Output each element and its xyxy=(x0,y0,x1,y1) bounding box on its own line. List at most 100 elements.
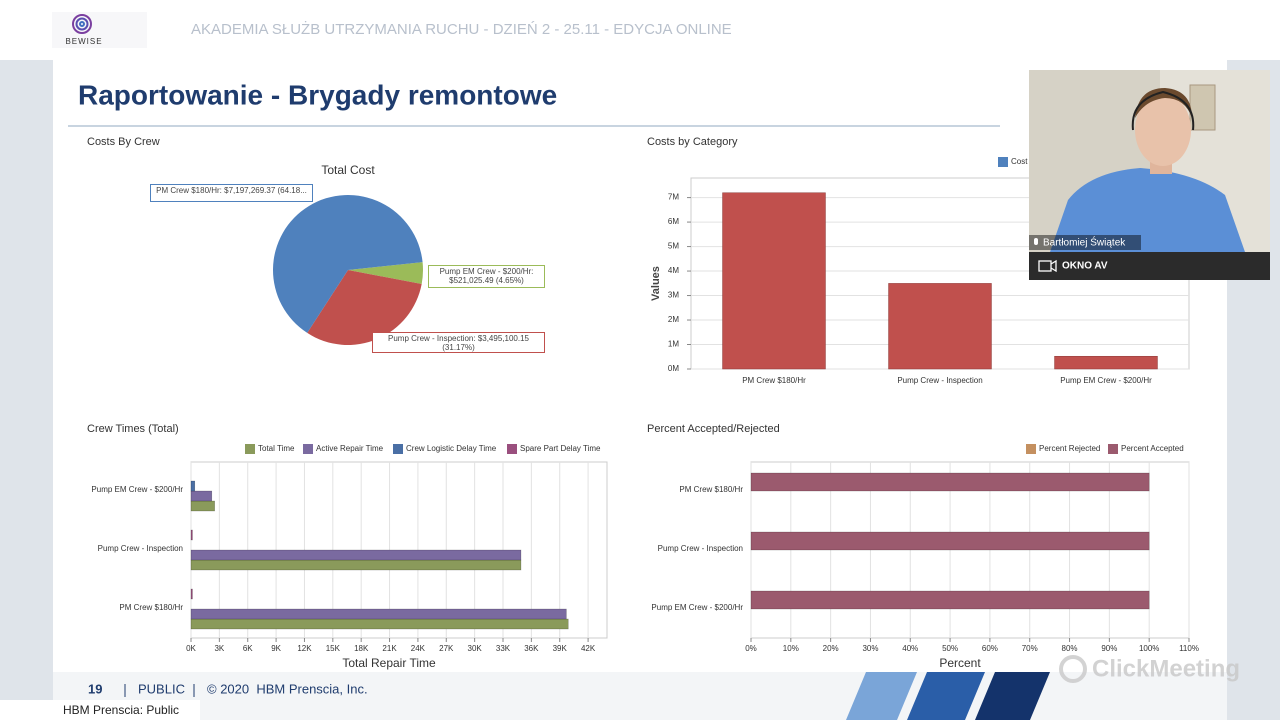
x-tick-label: 100% xyxy=(1139,644,1159,653)
camera-icon[interactable] xyxy=(1038,259,1057,273)
y-tick-label: PM Crew $180/Hr xyxy=(119,603,183,612)
x-tick-label: 30% xyxy=(862,644,878,653)
logo-text: BEWISE xyxy=(65,37,102,46)
bar xyxy=(190,500,215,512)
x-tick-label: 33K xyxy=(496,644,511,653)
name-bg xyxy=(1029,235,1141,250)
x-tick-label: 6K xyxy=(243,644,253,653)
stripe xyxy=(907,672,985,720)
x-tick-label: 15K xyxy=(326,644,341,653)
bar xyxy=(750,590,1150,610)
x-tick-label: 24K xyxy=(411,644,426,653)
slide-title: Raportowanie - Brygady remontowe xyxy=(78,79,557,110)
y-tick-label: 0M xyxy=(668,364,679,373)
bar xyxy=(190,588,193,600)
x-axis-label: Total Repair Time xyxy=(342,656,436,670)
x-tick-label: 80% xyxy=(1062,644,1078,653)
bar xyxy=(750,531,1150,551)
x-tick-label: 36K xyxy=(524,644,539,653)
y-tick-label: Pump Crew - Inspection xyxy=(658,544,743,553)
logo-bg xyxy=(52,12,147,48)
legend-swatch xyxy=(303,444,313,454)
legend-label: Total Time xyxy=(258,444,295,453)
legend-swatch xyxy=(1026,444,1036,454)
bar xyxy=(1054,355,1158,370)
y-tick-label: 6M xyxy=(668,217,679,226)
watermark: ClickMeeting xyxy=(1092,655,1240,682)
bar xyxy=(190,608,567,620)
stripe xyxy=(846,672,917,720)
page-number: 19 xyxy=(88,681,102,696)
headset xyxy=(1131,90,1195,131)
x-tick-label: 21K xyxy=(382,644,397,653)
x-tick-label: 90% xyxy=(1101,644,1117,653)
person-hair xyxy=(1135,88,1192,118)
x-tick-label: 70% xyxy=(1022,644,1038,653)
callout-box: PM Crew $180/Hr: $7,197,269.37 (64.18... xyxy=(150,184,313,202)
x-tick-label: 50% xyxy=(942,644,958,653)
classification: PUBLIC xyxy=(138,681,185,696)
x-tick-label: 9K xyxy=(271,644,281,653)
legend-swatch xyxy=(245,444,255,454)
webcam-bar xyxy=(1029,252,1270,280)
pie-slice xyxy=(272,194,423,333)
y-tick-label: 2M xyxy=(668,315,679,324)
x-tick-label: Pump EM Crew - $200/Hr xyxy=(1060,376,1152,385)
watermark-icon xyxy=(1059,655,1087,683)
y-tick-label: Pump EM Crew - $200/Hr xyxy=(91,485,183,494)
y-axis-label: Values xyxy=(650,266,662,301)
x-tick-label: 3K xyxy=(214,644,224,653)
y-tick-label: 7M xyxy=(668,193,679,202)
chart-heading: Crew Times (Total) xyxy=(87,423,179,435)
legend-label: Percent Rejected xyxy=(1039,444,1100,453)
pie-slice xyxy=(348,262,423,284)
y-tick-label: PM Crew $180/Hr xyxy=(679,485,743,494)
x-tick-label: 110% xyxy=(1179,644,1199,653)
note-bg xyxy=(0,700,200,720)
x-tick-label: PM Crew $180/Hr xyxy=(742,376,806,385)
legend-swatch xyxy=(393,444,403,454)
chart-heading: Costs by Category xyxy=(647,136,738,148)
charts: Total Cost PM Crew $180/Hr: $7,197,269.37… xyxy=(91,157,1199,670)
y-tick-label: Pump Crew - Inspection xyxy=(98,544,183,553)
person-body xyxy=(1050,168,1245,252)
legend-label: Spare Part Delay Time xyxy=(520,444,601,453)
legend-label: Crew Logistic Delay Time xyxy=(406,444,497,453)
person-head xyxy=(1135,94,1191,166)
callout-box: Pump Crew - Inspection: $3,495,100.15 (3… xyxy=(372,332,545,353)
x-tick-label: 18K xyxy=(354,644,369,653)
bar xyxy=(190,529,193,541)
bar xyxy=(190,618,569,630)
header-title: AKADEMIA SŁUŻB UTRZYMANIA RUCHU - DZIEŃ … xyxy=(191,20,732,38)
y-tick-label: 4M xyxy=(668,266,679,275)
x-axis-label: Percent xyxy=(939,656,981,670)
chart-heading: Costs By Crew xyxy=(87,136,160,148)
copyright: © 2020 HBM Prenscia, Inc. xyxy=(207,681,368,696)
x-tick-label: 40% xyxy=(902,644,918,653)
bar xyxy=(722,192,826,370)
x-tick-label: 12K xyxy=(297,644,312,653)
x-tick-label: 20% xyxy=(823,644,839,653)
x-tick-label: 27K xyxy=(439,644,454,653)
x-tick-label: 0% xyxy=(745,644,757,653)
bar xyxy=(750,472,1150,492)
bar xyxy=(190,559,522,571)
bar xyxy=(190,480,196,492)
x-tick-label: 60% xyxy=(982,644,998,653)
callout-label: Pump Crew - Inspection: $3,495,100.15 (3… xyxy=(372,332,545,353)
mic-icon xyxy=(1034,238,1038,245)
legend-swatch xyxy=(507,444,517,454)
legend-label: Active Repair Time xyxy=(316,444,384,453)
chart-heading: Percent Accepted/Rejected xyxy=(647,423,780,435)
y-tick-label: Pump EM Crew - $200/Hr xyxy=(651,603,743,612)
header-bar xyxy=(0,0,1280,60)
av-button[interactable]: OKNO AV xyxy=(1062,261,1108,272)
stripe xyxy=(975,672,1050,720)
y-tick-label: 3M xyxy=(668,291,679,300)
x-tick-label: Pump Crew - Inspection xyxy=(897,376,982,385)
logo-icon xyxy=(72,14,92,34)
x-tick-label: 0K xyxy=(186,644,196,653)
legend-label: Percent Accepted xyxy=(1121,444,1184,453)
